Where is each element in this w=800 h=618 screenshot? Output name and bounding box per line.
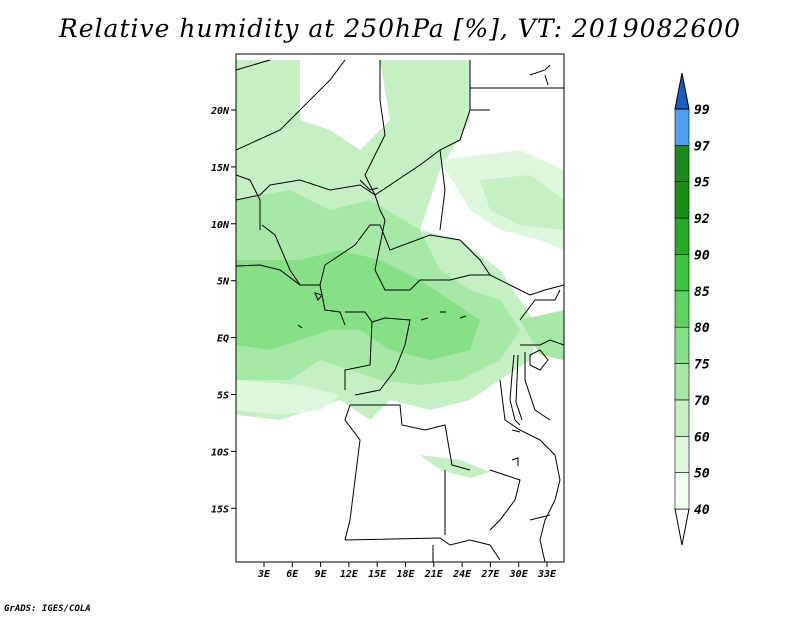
colorbar-label: 40 bbox=[694, 503, 710, 518]
colorbar-bin bbox=[674, 435, 690, 473]
colorbar-bin bbox=[674, 108, 690, 146]
colorbar-max-arrow bbox=[674, 72, 690, 110]
colorbar-bin bbox=[674, 254, 690, 292]
lon-label: 3E bbox=[257, 569, 271, 580]
map-frame bbox=[235, 53, 565, 563]
lat-label: 10S bbox=[211, 447, 229, 458]
colorbar-bin bbox=[674, 363, 690, 401]
lat-label: 20N bbox=[210, 106, 230, 117]
colorbar-label: 97 bbox=[694, 139, 710, 154]
lon-label: 21E bbox=[424, 569, 444, 580]
lat-label: 10N bbox=[211, 220, 230, 231]
colorbar-label: 80 bbox=[694, 321, 710, 336]
colorbar-label: 75 bbox=[694, 358, 710, 373]
lat-label: 15S bbox=[211, 504, 229, 515]
colorbar-label: 92 bbox=[694, 212, 710, 227]
colorbar: 40 50 60 70 75 80 85 90 92 95 97 99 bbox=[674, 72, 710, 546]
country-borders bbox=[236, 59, 564, 562]
lon-label: 6E bbox=[286, 569, 299, 580]
colorbar-bin bbox=[674, 399, 690, 437]
lon-label: 15E bbox=[368, 569, 387, 580]
colorbar-label: 99 bbox=[694, 103, 710, 118]
lon-label: 9E bbox=[315, 569, 328, 580]
colorbar-min-arrow bbox=[674, 508, 690, 546]
colorbar-bin bbox=[674, 290, 690, 328]
grads-credit: GrADS: IGES/COLA bbox=[4, 604, 91, 614]
longitude-axis: 3E 6E 9E 12E 15E 18E 21E 24E 27E 30E 33E bbox=[257, 562, 557, 580]
lon-label: 30E bbox=[509, 569, 529, 580]
colorbar-bin bbox=[674, 145, 690, 183]
lon-label: 18E bbox=[396, 569, 415, 580]
colorbar-bin bbox=[674, 472, 690, 510]
colorbar-bin bbox=[674, 217, 690, 255]
colorbar-label: 85 bbox=[694, 285, 710, 300]
lon-label: 27E bbox=[480, 569, 500, 580]
colorbar-bin bbox=[674, 181, 690, 219]
lat-label: EQ bbox=[217, 334, 229, 345]
colorbar-label: 95 bbox=[694, 176, 710, 191]
lon-label: 33E bbox=[537, 569, 557, 580]
chart-title: Relative humidity at 250hPa [%], VT: 201… bbox=[58, 14, 742, 43]
lat-label: 15N bbox=[211, 163, 230, 174]
colorbar-label: 90 bbox=[694, 248, 710, 263]
lat-label: 5N bbox=[217, 277, 230, 288]
lakes bbox=[297, 64, 551, 466]
lon-label: 24E bbox=[452, 569, 472, 580]
latitude-axis: 20N 15N 10N 5N EQ 5S 10S 15S bbox=[210, 106, 236, 515]
colorbar-label: 60 bbox=[694, 430, 710, 445]
colorbar-label: 50 bbox=[694, 467, 710, 482]
lat-label: 5S bbox=[217, 391, 229, 402]
lon-label: 12E bbox=[340, 569, 359, 580]
colorbar-label: 70 bbox=[694, 394, 710, 409]
colorbar-bin bbox=[674, 326, 690, 364]
humidity-shading bbox=[236, 60, 564, 478]
